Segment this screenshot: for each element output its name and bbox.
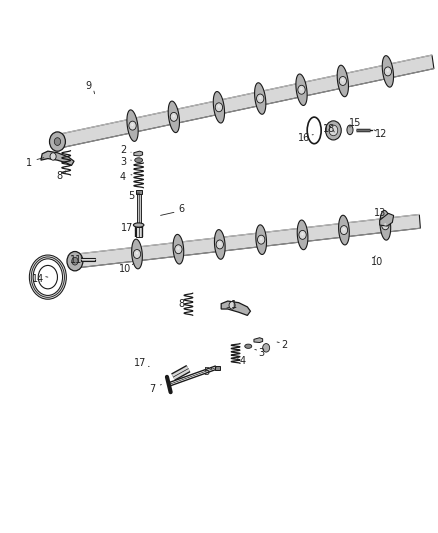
Polygon shape bbox=[337, 65, 349, 96]
Text: 8: 8 bbox=[57, 171, 63, 181]
Text: 5: 5 bbox=[204, 367, 210, 377]
Circle shape bbox=[129, 121, 136, 130]
Text: 9: 9 bbox=[85, 81, 91, 91]
Ellipse shape bbox=[347, 125, 353, 135]
Circle shape bbox=[381, 221, 389, 230]
Circle shape bbox=[325, 121, 341, 140]
Polygon shape bbox=[215, 230, 225, 259]
Polygon shape bbox=[81, 258, 95, 261]
Circle shape bbox=[215, 103, 223, 112]
Circle shape bbox=[343, 228, 345, 231]
Text: 3: 3 bbox=[259, 348, 265, 358]
Polygon shape bbox=[254, 338, 263, 343]
Text: 4: 4 bbox=[120, 172, 126, 182]
Circle shape bbox=[175, 245, 182, 254]
Text: 18: 18 bbox=[323, 124, 335, 134]
Circle shape bbox=[218, 105, 220, 108]
Text: 8: 8 bbox=[179, 298, 185, 309]
Circle shape bbox=[49, 132, 65, 151]
Polygon shape bbox=[221, 301, 251, 316]
Circle shape bbox=[131, 124, 134, 126]
Text: 1: 1 bbox=[231, 300, 237, 310]
Circle shape bbox=[342, 79, 344, 82]
Polygon shape bbox=[173, 235, 184, 264]
Text: 5: 5 bbox=[128, 191, 135, 201]
Text: 3: 3 bbox=[120, 157, 126, 167]
Circle shape bbox=[340, 225, 348, 235]
Polygon shape bbox=[136, 190, 142, 194]
Polygon shape bbox=[213, 92, 225, 123]
Circle shape bbox=[229, 302, 235, 309]
Text: 14: 14 bbox=[32, 274, 44, 284]
Polygon shape bbox=[256, 225, 266, 254]
Circle shape bbox=[219, 242, 221, 245]
Circle shape bbox=[298, 85, 305, 94]
Circle shape bbox=[263, 344, 270, 352]
Text: 2: 2 bbox=[281, 340, 288, 350]
Circle shape bbox=[329, 125, 338, 136]
Polygon shape bbox=[380, 211, 391, 240]
Circle shape bbox=[216, 240, 223, 249]
Circle shape bbox=[133, 249, 141, 259]
Circle shape bbox=[67, 252, 83, 271]
Circle shape bbox=[299, 230, 306, 239]
Circle shape bbox=[136, 252, 138, 254]
Polygon shape bbox=[380, 213, 394, 226]
Circle shape bbox=[257, 94, 264, 103]
Polygon shape bbox=[296, 74, 307, 106]
Circle shape bbox=[300, 87, 303, 90]
Circle shape bbox=[258, 235, 265, 244]
Polygon shape bbox=[254, 83, 266, 114]
Circle shape bbox=[387, 69, 389, 72]
Ellipse shape bbox=[134, 223, 144, 227]
Circle shape bbox=[72, 257, 78, 265]
Circle shape bbox=[260, 237, 262, 240]
Text: 2: 2 bbox=[120, 144, 126, 155]
Polygon shape bbox=[41, 151, 74, 165]
Text: 17: 17 bbox=[134, 358, 147, 368]
Circle shape bbox=[384, 67, 392, 76]
Circle shape bbox=[173, 115, 175, 117]
Polygon shape bbox=[382, 55, 393, 87]
Polygon shape bbox=[339, 215, 349, 245]
Text: 4: 4 bbox=[240, 356, 246, 366]
Circle shape bbox=[50, 153, 56, 160]
Text: 17: 17 bbox=[121, 223, 134, 233]
Text: 12: 12 bbox=[375, 128, 388, 139]
Text: 6: 6 bbox=[179, 204, 185, 214]
Polygon shape bbox=[132, 239, 142, 269]
Text: 16: 16 bbox=[298, 133, 310, 143]
Text: 13: 13 bbox=[374, 208, 386, 219]
Text: 7: 7 bbox=[149, 384, 156, 394]
Circle shape bbox=[339, 77, 346, 85]
Text: 10: 10 bbox=[371, 257, 383, 267]
Circle shape bbox=[259, 96, 261, 99]
Polygon shape bbox=[215, 366, 220, 369]
Circle shape bbox=[170, 112, 177, 122]
Circle shape bbox=[384, 223, 386, 226]
Text: 11: 11 bbox=[70, 255, 82, 264]
Circle shape bbox=[301, 232, 304, 236]
Polygon shape bbox=[74, 214, 420, 268]
Ellipse shape bbox=[135, 158, 143, 163]
Ellipse shape bbox=[245, 344, 252, 349]
Polygon shape bbox=[134, 151, 143, 156]
Text: 15: 15 bbox=[349, 118, 361, 128]
Text: 1: 1 bbox=[26, 158, 32, 168]
Text: 10: 10 bbox=[119, 264, 131, 274]
Polygon shape bbox=[168, 101, 180, 133]
Polygon shape bbox=[57, 55, 434, 148]
Polygon shape bbox=[127, 110, 138, 141]
Circle shape bbox=[177, 247, 180, 249]
Polygon shape bbox=[297, 220, 308, 249]
Circle shape bbox=[54, 138, 60, 146]
Circle shape bbox=[38, 265, 57, 289]
